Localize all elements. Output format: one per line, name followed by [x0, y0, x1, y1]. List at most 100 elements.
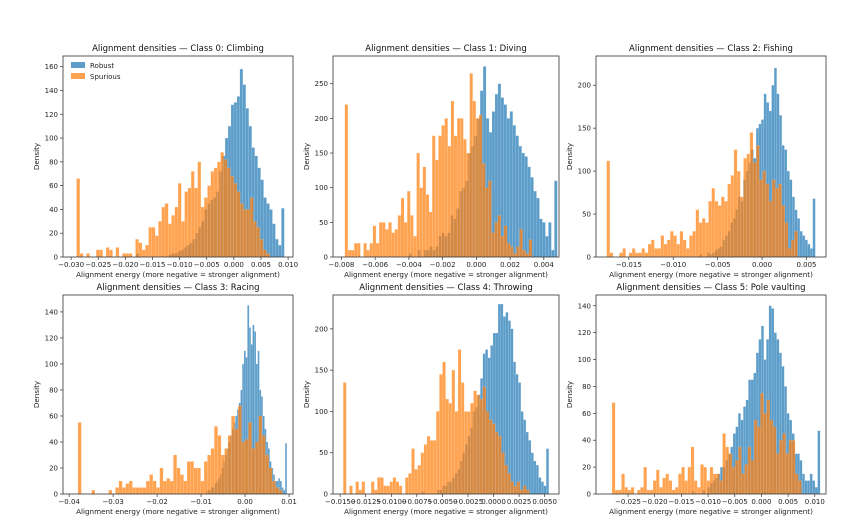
histogram-bar [454, 411, 459, 495]
y-tick-label: 60 [49, 182, 58, 190]
histogram-bar [522, 485, 527, 495]
histogram-bar [524, 156, 528, 258]
y-tick-label: 50 [582, 211, 591, 219]
histogram-bar [414, 469, 418, 495]
histogram-bar [515, 135, 519, 258]
histogram-bar [708, 201, 712, 258]
histogram-bar [429, 440, 434, 495]
histogram-bar [635, 252, 639, 258]
histogram-bar [259, 239, 264, 258]
histogram-bar [482, 386, 487, 495]
histogram-bar [520, 411, 524, 495]
histogram-bar [533, 191, 537, 258]
histogram-bar [798, 480, 802, 495]
axes-frame [595, 294, 827, 495]
histogram-bar [350, 249, 355, 258]
histogram-bar [425, 194, 430, 258]
histogram-bar [766, 399, 771, 495]
y-tick-label: 120 [45, 334, 58, 342]
y-tick-label: 60 [49, 412, 58, 420]
histogram-bar [86, 253, 90, 258]
histogram-bar [725, 446, 729, 495]
histogram-bar [275, 239, 279, 258]
x-axis-label: Alignment energy (more negative = strong… [76, 507, 280, 516]
axes-frame [595, 55, 827, 258]
histogram-bar [743, 158, 747, 258]
histogram-bar [451, 369, 456, 495]
histogram-bar [207, 185, 211, 258]
histogram-bar [804, 480, 808, 495]
histogram-bar [203, 461, 208, 495]
y-tick-label: 0 [54, 491, 58, 499]
histogram-bar [606, 160, 610, 258]
histogram-bar [762, 170, 766, 258]
histogram-bar [380, 477, 384, 495]
histogram-bar [717, 205, 722, 258]
histogram-bar [543, 485, 547, 495]
y-tick-label: 40 [582, 437, 591, 445]
histogram-bar [374, 489, 378, 495]
histogram-bar [227, 435, 232, 495]
histogram-bar [457, 349, 462, 495]
histogram-bar [79, 253, 84, 258]
y-tick-label: 150 [315, 367, 328, 375]
histogram-bar [248, 422, 252, 495]
histogram-bar [438, 135, 442, 258]
histogram-bar [343, 382, 347, 495]
y-tick-label: 140 [578, 302, 591, 310]
y-tick-label: 40 [49, 206, 58, 214]
histogram-bar [237, 405, 242, 495]
histogram-bar [450, 100, 455, 258]
histogram-bar [651, 239, 655, 258]
x-axis-label: Alignment energy (more negative = strong… [344, 507, 548, 516]
histogram-bar [698, 222, 703, 258]
histogram-bar [278, 244, 282, 258]
histogram-bar [236, 191, 241, 258]
histogram-bar [375, 242, 380, 258]
histogram-bar [738, 446, 742, 495]
histogram-bar [519, 229, 523, 258]
x-axis-label: Alignment energy (more negative = strong… [609, 507, 813, 516]
histogram-bar [77, 422, 82, 495]
y-tick-label: 80 [582, 383, 591, 391]
histogram-bar [641, 248, 645, 258]
x-tick-label: −0.015 [668, 498, 694, 506]
histogram-bar [526, 489, 530, 495]
histogram-bar [439, 374, 443, 495]
histogram-bar [470, 403, 474, 495]
histogram-bar [659, 487, 663, 495]
y-tick-label: 200 [315, 115, 328, 123]
histogram-bar [501, 452, 505, 495]
histogram-bar [506, 242, 511, 258]
histogram-bar [763, 413, 767, 495]
histogram-bar [149, 474, 154, 495]
x-tick-label: −0.025 [615, 498, 641, 506]
histogram-bar [234, 428, 239, 495]
histogram-bar [528, 239, 533, 258]
histogram-bar [186, 461, 191, 495]
histogram-bar [630, 487, 635, 495]
histogram-bar [539, 218, 543, 258]
histogram-bar [355, 481, 359, 495]
histogram-bar [631, 248, 636, 258]
histogram-bar [673, 235, 677, 258]
histogram-bar [644, 252, 649, 258]
histogram-bar [233, 183, 238, 258]
x-tick-label: 0.000 [751, 498, 771, 506]
histogram-bar [785, 453, 789, 495]
histogram-bar [128, 480, 133, 495]
histogram-bar [269, 209, 273, 258]
histogram-bar [169, 480, 174, 495]
histogram-bar [525, 431, 529, 495]
histogram-bar [275, 487, 280, 495]
histogram-bar [476, 394, 480, 495]
histogram-bar [535, 464, 539, 495]
histogram-bar [746, 153, 751, 258]
histogram-bar [420, 452, 425, 495]
histogram-bar [724, 201, 728, 258]
histogram-bar [662, 477, 666, 495]
histogram-bar [115, 487, 120, 495]
histogram-bar [148, 227, 152, 258]
y-tick-label: 50 [319, 449, 328, 457]
histogram-bar [522, 249, 526, 258]
